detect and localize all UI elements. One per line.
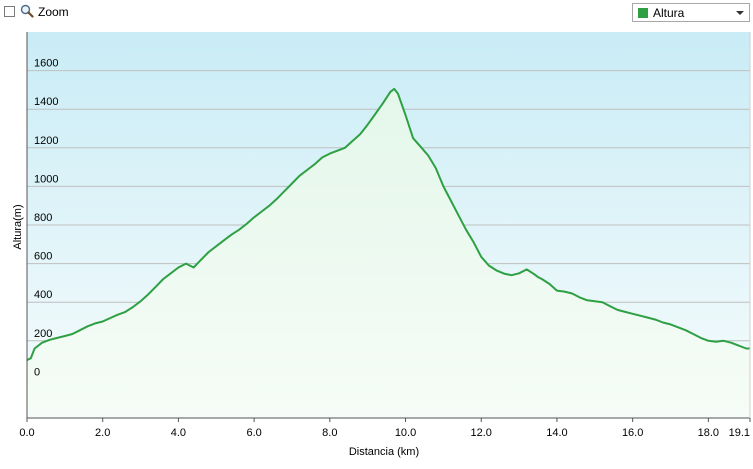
x-tick-label: 0.0 <box>19 427 34 439</box>
x-tick-label: 10.0 <box>395 427 416 439</box>
y-tick-label: 200 <box>34 328 52 340</box>
y-tick-label: 1200 <box>34 135 58 147</box>
x-tick-label: 16.0 <box>622 427 643 439</box>
series-select[interactable]: Altura <box>632 3 750 22</box>
chart-toolbar: Zoom Altura <box>0 0 753 26</box>
x-tick-label: 19.1 <box>729 427 750 439</box>
x-tick-label: 18.0 <box>698 427 719 439</box>
x-tick-label: 14.0 <box>546 427 567 439</box>
magnifier-icon <box>20 4 34 18</box>
y-tick-label: 1000 <box>34 173 58 185</box>
x-tick-label: 4.0 <box>171 427 186 439</box>
y-tick-labels: 0 200 400 600 800 1000 1200 1400 1600 <box>34 58 58 379</box>
y-tick-label: 1400 <box>34 96 58 108</box>
y-tick-label: 0 <box>34 366 40 378</box>
x-ticks: 0.0 2.0 4.0 6.0 8.0 10.0 12.0 14.0 16.0 18.0 19.1 <box>19 418 751 439</box>
x-axis-title: Distancia (km) <box>349 446 419 458</box>
x-tick-label: 2.0 <box>95 427 110 439</box>
y-axis-title: Altura(m) <box>12 204 24 249</box>
y-tick-label: 1600 <box>34 58 58 70</box>
x-tick-label: 12.0 <box>471 427 492 439</box>
zoom-checkbox[interactable] <box>4 6 15 17</box>
zoom-label[interactable]: Zoom <box>38 5 69 19</box>
x-tick-label: 8.0 <box>322 427 337 439</box>
elevation-line <box>26 87 750 361</box>
y-tick-label: 800 <box>34 212 52 224</box>
y-tick-label: 600 <box>34 251 52 263</box>
chevron-down-icon[interactable] <box>736 11 744 15</box>
elevation-area <box>27 88 750 419</box>
series-color-swatch <box>638 8 648 18</box>
series-select-label: Altura <box>653 6 685 20</box>
y-tick-label: 400 <box>34 289 52 301</box>
x-tick-label: 6.0 <box>246 427 261 439</box>
